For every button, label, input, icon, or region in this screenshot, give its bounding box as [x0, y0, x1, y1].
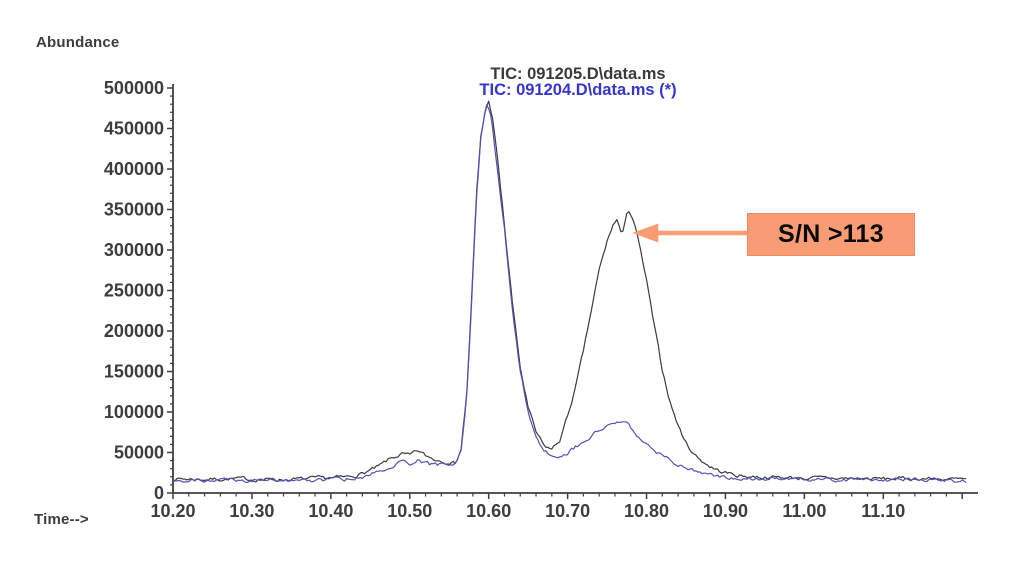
y-tick-label: 450000	[104, 119, 164, 139]
y-tick-label: 100000	[104, 402, 164, 422]
y-tick-label: 50000	[114, 443, 164, 463]
sn-annotation-label: S/N >113	[778, 220, 884, 248]
trace-091204	[172, 104, 967, 484]
y-tick-label: 0	[154, 483, 164, 503]
x-tick-label: 11.00	[782, 501, 826, 521]
x-tick-label: 10.70	[545, 501, 590, 521]
x-tick-label: 10.40	[308, 501, 353, 521]
x-tick-label: 11.10	[861, 501, 905, 521]
x-tick-label: 10.50	[387, 501, 432, 521]
y-tick-label: 300000	[104, 240, 164, 260]
sn-annotation-box: S/N >113	[747, 213, 915, 256]
axes-lines	[172, 84, 978, 494]
x-axis-title: Time-->	[34, 511, 89, 528]
y-tick-label: 350000	[104, 200, 164, 220]
chart-title-line: TIC: 091205.D\data.ms	[490, 65, 665, 83]
sn-arrow-head	[632, 223, 659, 243]
y-tick-label: 500000	[104, 78, 164, 98]
trace-091205	[172, 100, 967, 483]
x-tick-label: 10.80	[624, 501, 669, 521]
y-tick-label: 200000	[104, 321, 164, 341]
x-tick-label: 10.20	[150, 501, 195, 521]
x-tick-label: 10.90	[703, 501, 748, 521]
y-tick-label: 400000	[104, 159, 164, 179]
x-tick-label: 10.60	[466, 501, 511, 521]
chart-title-line: TIC: 091204.D\data.ms (*)	[479, 81, 676, 99]
x-tick-label: 10.30	[229, 501, 274, 521]
y-tick-label: 250000	[104, 281, 164, 301]
y-tick-label: 150000	[104, 362, 164, 382]
y-axis-title: Abundance	[36, 34, 120, 51]
